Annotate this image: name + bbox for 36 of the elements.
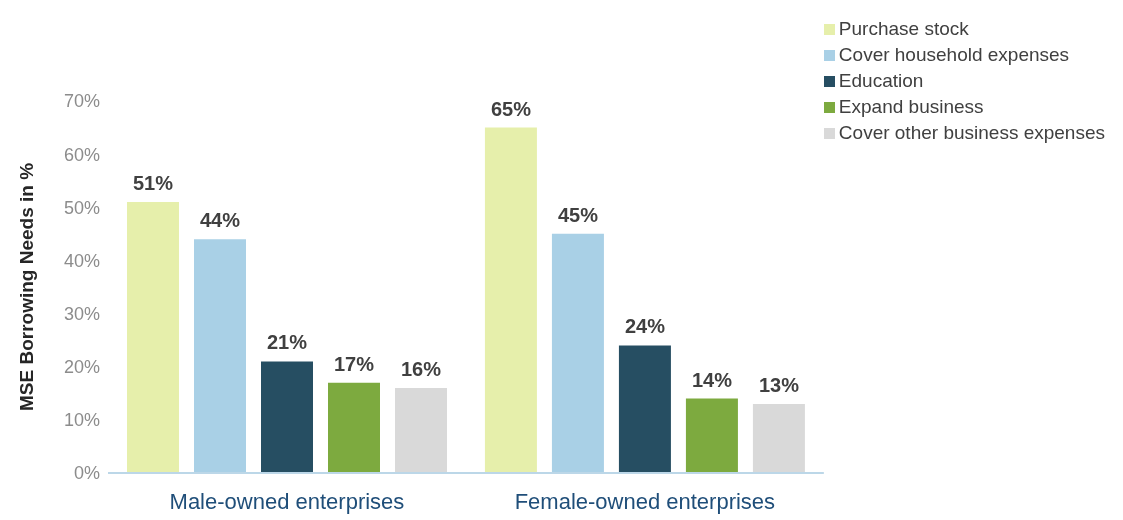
y-tick-label: 40% <box>63 250 100 271</box>
legend-label: Education <box>838 70 924 91</box>
bar <box>127 201 179 473</box>
bar <box>752 403 805 473</box>
bar <box>194 239 246 473</box>
y-tick-label: 60% <box>63 144 100 165</box>
bar <box>685 398 738 473</box>
legend-label: Expand business <box>838 96 984 117</box>
y-tick-label: 10% <box>63 410 100 431</box>
text: 45% <box>557 203 598 226</box>
y-tick-label: 30% <box>63 303 100 324</box>
text: 24% <box>624 315 665 338</box>
text: 13% <box>758 373 799 396</box>
legend-label: Purchase stock <box>838 18 969 39</box>
bar <box>395 387 447 473</box>
y-tick-label: 0% <box>73 463 100 484</box>
legend-label: Cover household expenses <box>838 44 1070 65</box>
y-tick-label: 70% <box>63 91 100 112</box>
bar <box>328 382 380 473</box>
bar <box>484 127 537 473</box>
text: 65% <box>490 97 531 120</box>
text: 17% <box>333 352 375 375</box>
text: 44% <box>199 209 241 232</box>
text: 16% <box>400 357 442 380</box>
text: 21% <box>266 331 308 354</box>
text: 51% <box>132 171 174 194</box>
y-tick-label: 50% <box>63 197 100 218</box>
x-tick-label: Female-owned enterprises <box>514 488 776 514</box>
bar <box>618 345 671 473</box>
x-tick-label: Male-owned enterprises <box>169 488 405 514</box>
text: 14% <box>691 368 732 391</box>
y-tick-label: 20% <box>63 357 100 378</box>
legend-label: Cover other business expenses <box>838 122 1105 143</box>
bar <box>551 233 604 473</box>
y-axis-title: MSE Borrowing Needs in % <box>15 162 37 412</box>
bar <box>261 361 313 473</box>
